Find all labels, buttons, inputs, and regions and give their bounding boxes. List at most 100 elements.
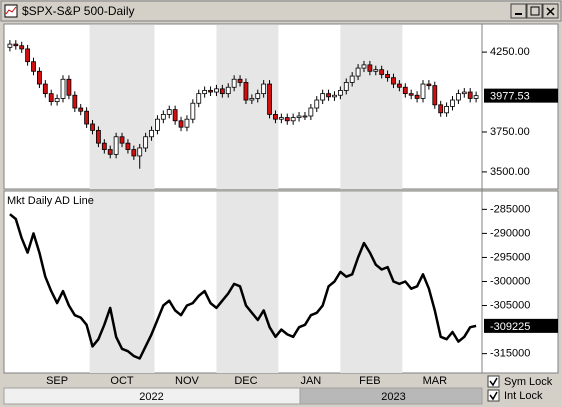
checkbox-label: Sym Lock	[504, 376, 553, 388]
candle-body	[37, 70, 42, 85]
y-tick-label: -285000	[490, 203, 530, 215]
candle-body	[302, 115, 308, 118]
candle-body	[261, 83, 267, 95]
check	[489, 377, 498, 387]
year-band	[299, 387, 483, 405]
candle-body	[467, 91, 473, 99]
candle-body	[190, 102, 196, 120]
month-band	[340, 25, 403, 189]
candle-body	[385, 74, 390, 79]
candle-body	[284, 117, 290, 122]
candle-body	[414, 94, 420, 99]
candle-body	[267, 83, 272, 115]
candle-body	[326, 93, 331, 98]
int-lock-checkbox[interactable]	[487, 389, 500, 402]
price-panel	[3, 23, 559, 190]
title-bar	[0, 0, 562, 22]
candle-body	[367, 64, 373, 72]
month-band	[89, 192, 155, 373]
candle-body	[391, 77, 396, 85]
minimize-button[interactable]	[510, 3, 527, 19]
month-bands	[89, 25, 403, 373]
panel-title: Mkt Daily AD Line	[7, 195, 94, 207]
candle-body	[78, 107, 84, 112]
candle-body	[355, 67, 361, 77]
candle-body	[455, 93, 461, 101]
candle-body	[137, 147, 143, 157]
x-tick-label: SEP	[46, 375, 68, 387]
candle-body	[42, 83, 48, 95]
y-tick-label: -300000	[490, 275, 530, 287]
candle-body	[54, 98, 60, 103]
candle-body	[278, 117, 284, 120]
month-band	[340, 192, 403, 373]
candle-body	[420, 83, 426, 99]
candle-body	[450, 99, 455, 107]
candle-body	[408, 93, 414, 96]
candle-body	[320, 93, 326, 101]
candle-body	[273, 114, 278, 120]
candle-body	[208, 90, 213, 93]
candle-body	[155, 118, 160, 131]
candle-body	[84, 110, 90, 125]
candle-body	[343, 82, 349, 91]
candle-body	[332, 94, 337, 98]
last-value-box	[484, 88, 558, 103]
candle-body	[249, 98, 255, 101]
candle-body	[25, 48, 31, 63]
candle-body	[314, 99, 320, 109]
restore-icon	[530, 6, 540, 16]
window-buttons[interactable]	[510, 3, 559, 19]
candle-body	[444, 106, 449, 114]
candle-body	[219, 88, 225, 95]
candle-body	[160, 114, 166, 120]
y-tick-label: 3500.00	[490, 166, 530, 178]
check	[489, 391, 498, 401]
y-tick-label: -315000	[490, 348, 530, 360]
close-icon	[546, 7, 555, 16]
candle-body	[379, 69, 385, 75]
candle-body	[243, 82, 249, 101]
last-value-label: 3977.53	[490, 91, 530, 103]
candle-body	[166, 109, 172, 115]
candle-body	[337, 90, 343, 96]
last-value-box	[484, 318, 558, 333]
y-tick-label: 3750.00	[490, 126, 530, 138]
candle-body	[308, 107, 314, 117]
candle-body	[461, 91, 467, 95]
candle-body	[473, 95, 479, 99]
candle-body	[402, 86, 408, 95]
restore-button[interactable]	[526, 3, 543, 19]
candle-body	[31, 61, 36, 72]
year-label: 2022	[139, 391, 163, 403]
sym-lock-checkbox[interactable]	[487, 375, 500, 388]
y-tick-label: 4250.00	[490, 46, 530, 58]
last-value-label: -309225	[490, 321, 530, 333]
candle-body	[60, 78, 66, 99]
candle-body	[101, 142, 107, 150]
candle-body	[149, 129, 154, 138]
candle-body	[214, 88, 219, 93]
ad-line	[9, 213, 477, 360]
checkbox-label: Int Lock	[504, 390, 543, 402]
candle-body	[237, 78, 243, 83]
candle-body	[225, 86, 231, 95]
candle-body	[96, 129, 101, 144]
month-band	[216, 192, 279, 373]
candle-body	[196, 93, 202, 104]
candle-body	[396, 83, 402, 88]
candle-body	[426, 83, 432, 87]
candle-body	[90, 123, 95, 131]
candle-body	[178, 120, 184, 128]
candle-body	[143, 136, 149, 149]
candle-body	[13, 43, 19, 47]
candle-body	[184, 118, 190, 128]
candle-body	[432, 85, 438, 106]
ad-panel	[3, 190, 559, 374]
month-band	[89, 25, 155, 189]
candle-body	[296, 115, 302, 119]
candle-body	[373, 69, 379, 72]
x-tick-label: DEC	[234, 375, 257, 387]
year-label: 2023	[381, 391, 405, 403]
